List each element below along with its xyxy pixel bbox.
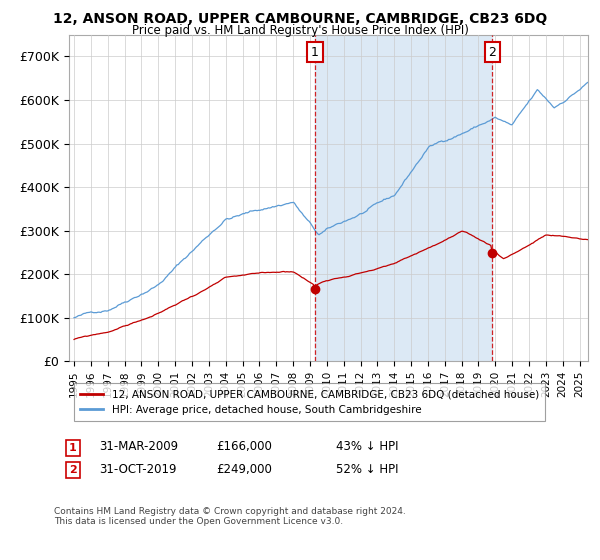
Text: Contains HM Land Registry data © Crown copyright and database right 2024.
This d: Contains HM Land Registry data © Crown c… (54, 507, 406, 526)
Text: 31-MAR-2009: 31-MAR-2009 (99, 440, 178, 453)
Text: 31-OCT-2019: 31-OCT-2019 (99, 463, 176, 475)
Text: 2: 2 (69, 465, 77, 475)
Text: 1: 1 (311, 45, 319, 59)
Legend: 12, ANSON ROAD, UPPER CAMBOURNE, CAMBRIDGE, CB23 6DQ (detached house), HPI: Aver: 12, ANSON ROAD, UPPER CAMBOURNE, CAMBRID… (74, 383, 545, 421)
Text: £249,000: £249,000 (216, 463, 272, 475)
Text: 2: 2 (488, 45, 496, 59)
Text: 12, ANSON ROAD, UPPER CAMBOURNE, CAMBRIDGE, CB23 6DQ: 12, ANSON ROAD, UPPER CAMBOURNE, CAMBRID… (53, 12, 547, 26)
Bar (315, 35, 492, 361)
Text: Price paid vs. HM Land Registry's House Price Index (HPI): Price paid vs. HM Land Registry's House … (131, 24, 469, 37)
Text: 43% ↓ HPI: 43% ↓ HPI (336, 440, 398, 453)
Text: 1: 1 (69, 443, 77, 453)
Text: 52% ↓ HPI: 52% ↓ HPI (336, 463, 398, 475)
Text: £166,000: £166,000 (216, 440, 272, 453)
